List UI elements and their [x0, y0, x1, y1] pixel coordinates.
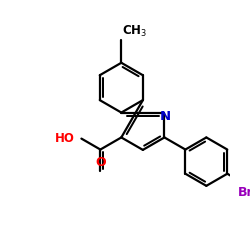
Text: O: O: [95, 156, 106, 169]
Text: HO: HO: [55, 132, 75, 145]
Text: N: N: [160, 110, 171, 122]
Text: Br: Br: [238, 186, 250, 199]
Text: CH$_3$: CH$_3$: [122, 24, 148, 38]
